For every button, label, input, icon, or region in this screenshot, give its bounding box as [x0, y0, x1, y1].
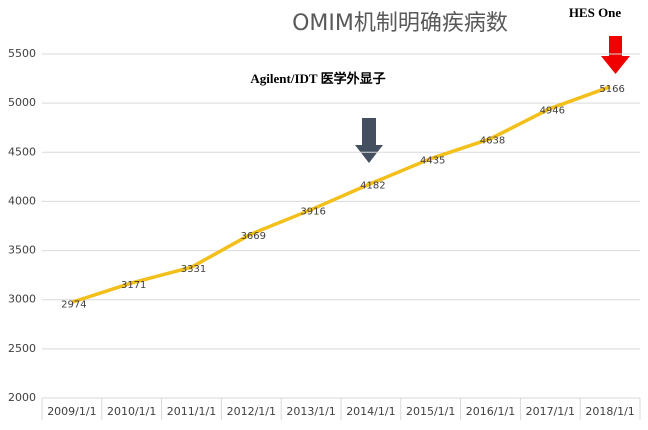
y-tick-label: 4500 [8, 145, 36, 158]
data-label: 3331 [181, 264, 206, 275]
line [71, 85, 611, 304]
x-tick-label: 2013/1/1 [286, 405, 335, 418]
y-tick-label: 3500 [8, 244, 36, 257]
data-label: 4638 [480, 136, 505, 147]
arrow [601, 36, 630, 74]
data-label: 4435 [420, 156, 445, 167]
x-tick-label: 2012/1/1 [227, 405, 276, 418]
x-tick-label: 2015/1/1 [406, 405, 455, 418]
y-tick-label: 2000 [8, 391, 36, 404]
x-tick-label: 2010/1/1 [107, 405, 156, 418]
x-tick-label: 2018/1/1 [585, 405, 634, 418]
x-tick-label: 2016/1/1 [466, 405, 515, 418]
y-tick-label: 5000 [8, 96, 36, 109]
data-label: 2974 [61, 299, 86, 310]
x-tick-label: 2014/1/1 [346, 405, 395, 418]
data-label: 4946 [540, 105, 565, 116]
data-label: 3916 [300, 207, 325, 218]
data-label: 3669 [241, 231, 266, 242]
y-tick-label: 3000 [8, 293, 36, 306]
y-tick-label: 4000 [8, 194, 36, 207]
chart-title: OMIM机制明确疾病数 [292, 11, 508, 36]
x-tick-label: 2009/1/1 [47, 405, 96, 418]
x-tick-label: 2011/1/1 [167, 405, 216, 418]
data-label: 3171 [121, 280, 146, 291]
annotation: HES One [569, 5, 622, 20]
y-tick-label: 2500 [8, 342, 36, 355]
data-label: 5166 [599, 84, 624, 95]
annotation: Agilent/IDT 医学外显子 [250, 71, 385, 86]
arrow [355, 118, 383, 163]
x-tick-label: 2017/1/1 [526, 405, 575, 418]
y-tick-label: 5500 [8, 47, 36, 60]
data-label: 4182 [360, 181, 385, 192]
